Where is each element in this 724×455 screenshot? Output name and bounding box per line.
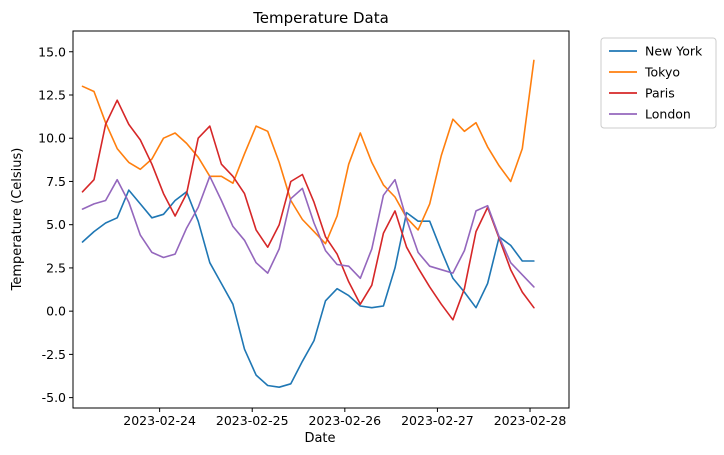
- x-tick-label: 2023-02-24: [123, 413, 196, 428]
- legend-label-new-york: New York: [645, 44, 703, 59]
- x-tick-label: 2023-02-25: [216, 413, 289, 428]
- series-line-london: [81, 175, 535, 288]
- legend: New York Tokyo Paris London: [600, 37, 717, 129]
- legend-label-paris: Paris: [645, 86, 675, 101]
- y-tick-label: 15.0: [38, 44, 66, 59]
- y-tick-label: 7.5: [46, 174, 66, 189]
- y-tick-label: 0.0: [46, 304, 66, 319]
- x-axis-title: Date: [304, 431, 335, 446]
- y-tick-label: 12.5: [38, 87, 66, 102]
- x-tick-label: 2023-02-28: [494, 413, 567, 428]
- y-tick-label: -2.5: [42, 347, 66, 362]
- plot-area: [72, 30, 570, 409]
- x-tick-label: 2023-02-27: [401, 413, 474, 428]
- legend-label-tokyo: Tokyo: [644, 65, 680, 80]
- y-tick-label: 2.5: [46, 260, 66, 275]
- y-tick-label: 5.0: [46, 217, 66, 232]
- x-tick-label: 2023-02-26: [308, 413, 381, 428]
- series-lines: [81, 59, 535, 389]
- y-axis: -5.0 -2.5 0.0 2.5 5.0 7.5 10.0 12.5 15.0: [38, 44, 73, 405]
- y-axis-title: Temperature (Celsius): [10, 148, 25, 292]
- chart-title: Temperature Data: [252, 9, 389, 27]
- legend-label-london: London: [645, 107, 691, 122]
- x-axis: 2023-02-24 2023-02-25 2023-02-26 2023-02-27…: [123, 408, 566, 428]
- y-tick-label: 10.0: [38, 131, 66, 146]
- legend-frame: [600, 37, 717, 129]
- series-line-new-york: [81, 189, 535, 389]
- series-line-paris: [81, 99, 535, 321]
- y-tick-label: -5.0: [42, 390, 66, 405]
- series-line-tokyo: [81, 59, 535, 245]
